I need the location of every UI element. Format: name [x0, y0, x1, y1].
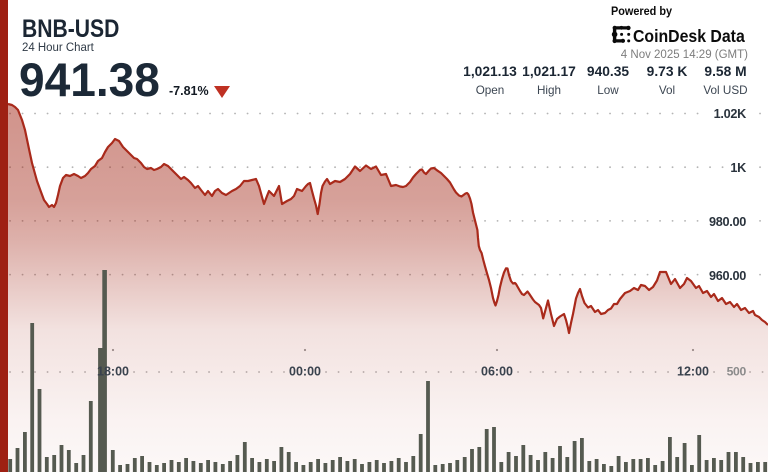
svg-text:18:00: 18:00 — [97, 365, 129, 379]
svg-text:1.02K: 1.02K — [714, 107, 747, 121]
svg-text:980.00: 980.00 — [709, 215, 746, 229]
svg-text:1K: 1K — [730, 161, 747, 175]
svg-text:00:00: 00:00 — [289, 365, 321, 379]
svg-text:960.00: 960.00 — [709, 269, 746, 283]
svg-text:06:00: 06:00 — [481, 365, 513, 379]
svg-text:12:00: 12:00 — [677, 365, 709, 379]
svg-text:500: 500 — [727, 365, 747, 379]
